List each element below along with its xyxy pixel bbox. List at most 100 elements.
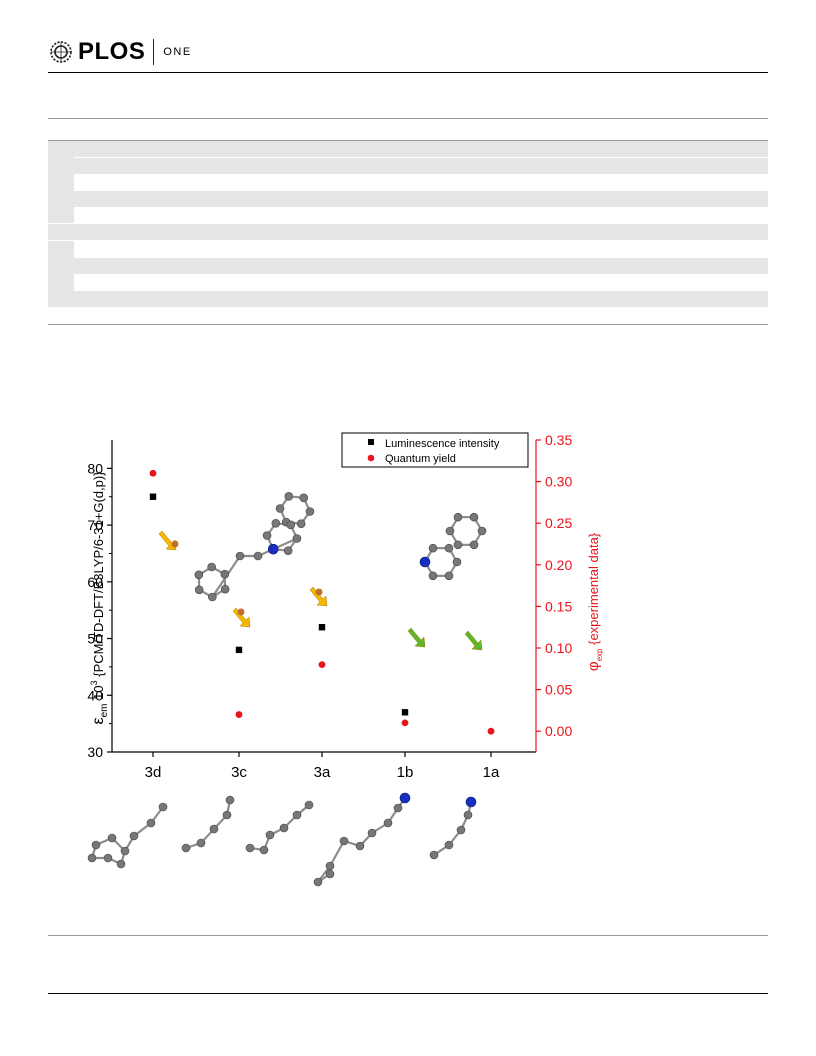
right-tick-label: 0.20	[545, 557, 572, 573]
right-axis-label-rest: {experimental data}	[586, 532, 601, 648]
luminescence-point	[149, 493, 157, 500]
carbon-atom	[292, 810, 302, 820]
left-tick-label: 80	[87, 460, 103, 476]
carbon-atom	[120, 846, 130, 856]
carbon-atom	[103, 853, 113, 863]
plos-one-logo: PLOS ONE	[48, 36, 192, 68]
right-axis-label: φexp {experimental data}	[585, 532, 604, 671]
carbon-atom	[208, 592, 217, 602]
carbon-atom	[304, 800, 314, 810]
table-shade	[48, 224, 768, 240]
left-axis-label-sub: em	[99, 703, 110, 717]
x-tick-label: 1b	[397, 764, 414, 781]
carbon-atom	[259, 845, 269, 855]
carbon-atom	[429, 850, 439, 860]
carbon-atom	[305, 507, 315, 516]
left-tick-label: 50	[87, 631, 103, 647]
carbon-atom	[129, 831, 139, 841]
x-tick-label: 3d	[145, 764, 162, 781]
left-tick-label: 40	[87, 687, 103, 703]
arrow-shape	[232, 607, 251, 628]
carbon-atom	[91, 840, 101, 850]
legend-label-luminescence: Luminescence intensity	[385, 438, 500, 450]
x-tick-label: 3a	[314, 764, 331, 781]
table-bottom-rule	[48, 324, 768, 325]
left-tick-label: 30	[87, 744, 103, 760]
carbon-atom	[271, 519, 281, 528]
carbon-atom	[253, 551, 263, 561]
carbon-atom	[367, 828, 377, 838]
left-tick-label: 70	[87, 517, 103, 533]
right-y-ticks: 0.00 0.05 0.10 0.15 0.20 0.25 0.30 0.35	[536, 432, 572, 739]
table-shade	[74, 258, 768, 274]
arrow-shape	[464, 630, 483, 651]
left-axis-label-sup: 3	[89, 680, 99, 685]
carbon-atom	[453, 540, 463, 550]
table-shade	[48, 291, 768, 307]
carbon-atom	[299, 493, 309, 503]
header-rule	[48, 72, 768, 73]
molecule-illustrations	[87, 492, 487, 887]
carbon-atom	[477, 526, 487, 536]
carbon-atom	[393, 803, 403, 813]
carbon-atom	[220, 569, 230, 579]
carbon-atom	[225, 795, 235, 805]
carbon-atom	[456, 825, 466, 835]
carbon-atom	[235, 551, 245, 561]
x-tick-label: 3c	[231, 764, 247, 781]
right-tick-label: 0.00	[545, 723, 572, 739]
table-shade	[48, 141, 74, 223]
table-shade	[74, 158, 768, 174]
left-axis-label-rest: {PCM/TD-DFT/B3LYP/6-31+G(d,p)}	[91, 471, 106, 681]
nitrogen-atom	[399, 792, 411, 804]
carbon-atom	[222, 810, 232, 820]
arrow-shape	[309, 586, 328, 607]
carbon-atom	[444, 571, 454, 581]
legend-label-quantum-yield: Quantum yield	[385, 453, 456, 465]
right-tick-label: 0.30	[545, 474, 572, 490]
right-axis-label-symbol: φ	[585, 661, 602, 671]
nitrogen-atom	[419, 556, 431, 568]
rotation-arrow-icon	[232, 607, 251, 628]
table-shade	[48, 141, 768, 157]
carbon-atom	[383, 818, 393, 828]
legend-marker-luminescence	[368, 439, 374, 445]
left-axis-label: εem 103 {PCM/TD-DFT/B3LYP/6-31+G(d,p)}	[89, 471, 110, 725]
carbon-atom	[444, 840, 454, 850]
carbon-atom	[146, 818, 156, 828]
nitrogen-atom	[465, 796, 477, 808]
carbon-atom	[107, 833, 117, 843]
table-body	[48, 141, 768, 324]
carbon-atom	[284, 492, 294, 501]
data-points	[149, 469, 495, 735]
quantum-yield-point	[235, 711, 243, 718]
logo-suffix: ONE	[163, 46, 192, 58]
legend-box	[341, 432, 529, 468]
carbon-atom	[444, 543, 454, 553]
figure-bottom-rule	[48, 935, 768, 936]
right-tick-label: 0.10	[545, 640, 572, 656]
left-y-ticks: 30 40 50 60 70 80	[87, 460, 112, 760]
carbon-atom	[181, 843, 191, 853]
luminescence-point	[401, 709, 409, 716]
carbon-atom	[313, 877, 323, 887]
right-tick-label: 0.05	[545, 682, 572, 698]
left-tick-label: 60	[87, 574, 103, 590]
legend: Luminescence intensity Quantum yield	[341, 432, 529, 468]
carbon-atom	[279, 823, 289, 833]
quantum-yield-point	[401, 719, 409, 727]
carbon-atom	[116, 859, 126, 869]
rotation-arrow-icon	[309, 586, 328, 607]
carbon-atom	[428, 543, 438, 553]
carbon-atom	[194, 570, 204, 580]
legend-marker-quantum-yield	[367, 454, 375, 462]
carbon-atom	[325, 861, 335, 871]
right-axis-label-sub: exp	[595, 648, 604, 661]
table-shade	[48, 241, 74, 291]
plos-globe-icon	[50, 41, 72, 63]
carbon-atom	[262, 531, 272, 540]
carbon-atom	[428, 571, 438, 581]
table-top-rule	[48, 118, 768, 119]
carbon-atom	[292, 534, 302, 543]
